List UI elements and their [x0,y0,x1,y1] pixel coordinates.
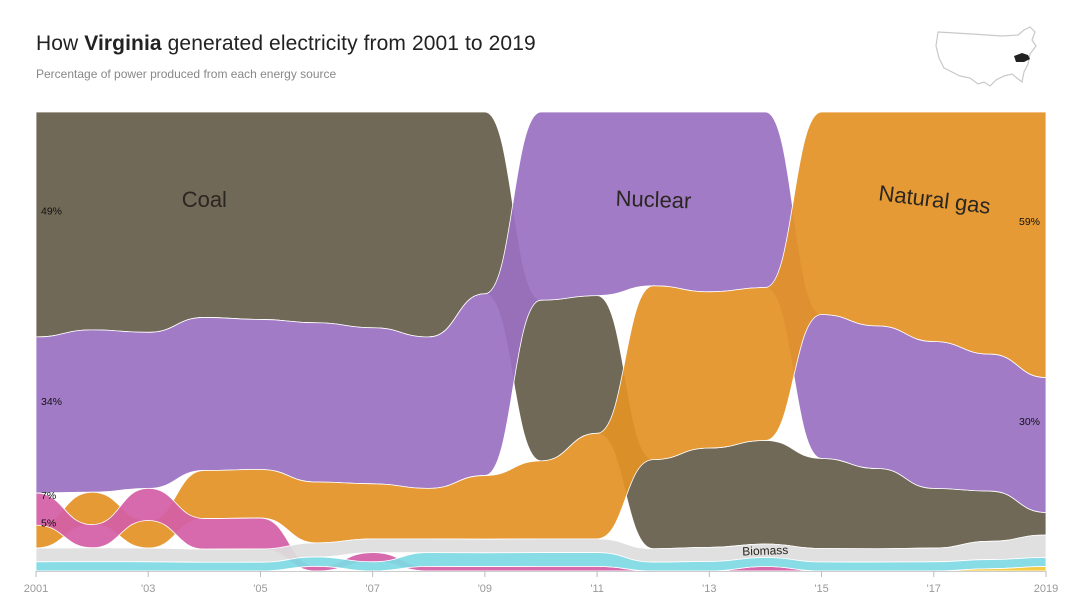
x-tick-label: '07 [365,583,379,595]
us-outline-shape [935,26,1037,87]
virginia-highlight-shape [1014,53,1030,62]
value-label-other-2001: 7% [41,490,56,502]
x-tick-label: '17 [927,583,941,595]
value-label-coal-2001: 49% [41,205,62,217]
value-label-nuclear-2001: 34% [41,396,62,408]
x-tick-label: '05 [253,583,267,595]
value-label-natural-gas-2001: 5% [41,518,56,530]
title-prefix: How [36,32,85,55]
series-label-biomass: Biomass [742,543,788,559]
title-suffix: generated electricity from 2001 to 2019 [161,32,536,55]
title-state: Virginia [84,32,162,55]
x-tick-label: '13 [702,583,716,595]
x-tick-label: '15 [814,583,828,595]
x-tick-label: '03 [141,583,155,595]
value-labels: 49% 34% 7% 5% 59% 30% [41,205,1040,529]
x-tick-label: 2001 [24,583,48,595]
series-label-nuclear: Nuclear [615,186,692,214]
series-areas [35,111,1047,572]
chart-subtitle: Percentage of power produced from each e… [36,67,337,81]
page-title: How Virginia generated electricity from … [36,32,536,56]
x-axis: 2001 '03 '05 '07 '09 '11 '13 '15 '17 2019 [24,571,1058,595]
x-tick-label: 2019 [1034,583,1058,595]
value-label-nuclear-2019: 30% [1019,416,1040,428]
value-label-natural-gas-2019: 59% [1019,216,1040,228]
x-tick-label: '09 [478,583,492,595]
x-tick-label: '11 [590,583,604,595]
us-locator-map-icon [935,26,1037,87]
series-label-coal: Coal [182,187,227,212]
